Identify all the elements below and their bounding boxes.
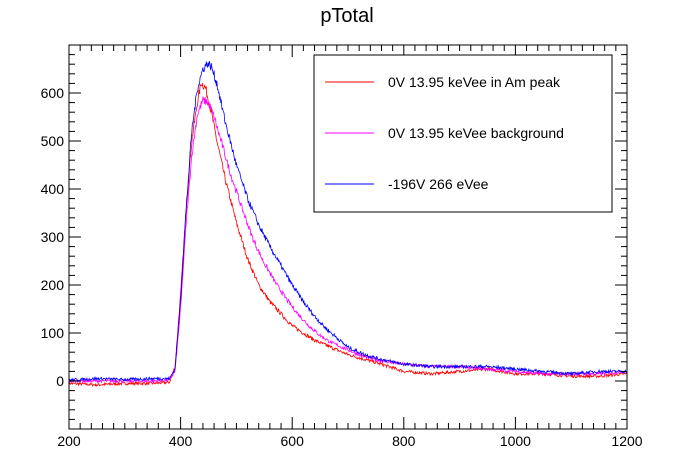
plot-area <box>68 60 628 388</box>
x-tick-label: 1200 <box>611 433 642 449</box>
y-tick-label: 0 <box>56 373 64 389</box>
y-tick-label: 600 <box>41 85 65 101</box>
legend: 0V 13.95 keVee in Am peak 0V 13.95 keVee … <box>313 54 613 213</box>
axes: 200 400 600 800 1000 1200 0 100 200 300 400 500 600 <box>41 44 643 449</box>
legend-label: 0V 13.95 keVee background <box>388 125 564 141</box>
y-tick-label: 500 <box>41 133 65 149</box>
legend-label: -196V 266 eVee <box>388 176 489 192</box>
legend-label: 0V 13.95 keVee in Am peak <box>388 74 561 90</box>
x-tick-label: 1000 <box>500 433 531 449</box>
y-tick-label: 300 <box>41 229 65 245</box>
x-tick-label: 200 <box>57 433 81 449</box>
y-tick-label: 400 <box>41 181 65 197</box>
series-line-1 <box>68 82 628 388</box>
chart-title: pTotal <box>320 5 373 27</box>
x-tick-label: 800 <box>392 433 416 449</box>
x-tick-label: 600 <box>281 433 305 449</box>
series-line-3 <box>68 60 628 383</box>
y-tick-label: 200 <box>41 277 65 293</box>
x-tick-label: 400 <box>169 433 193 449</box>
y-tick-label: 100 <box>41 325 65 341</box>
